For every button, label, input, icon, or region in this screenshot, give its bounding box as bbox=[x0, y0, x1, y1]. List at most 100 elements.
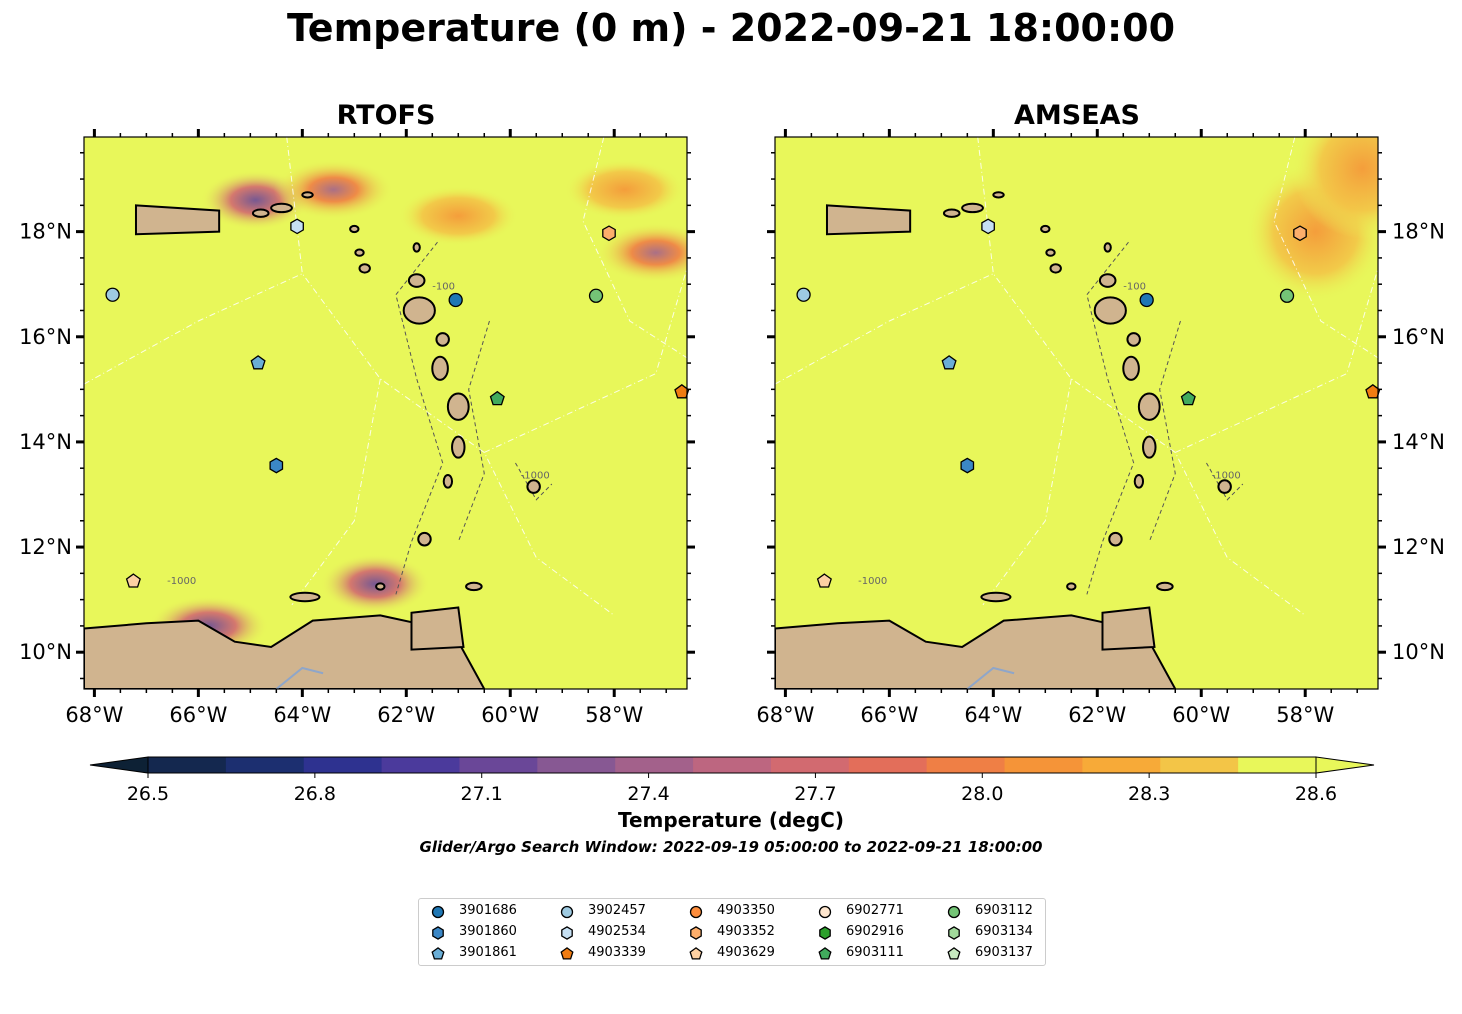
map-frame bbox=[774, 136, 1379, 690]
boundary-line bbox=[977, 137, 1306, 616]
colorbar-tick-label: 26.5 bbox=[127, 783, 169, 805]
land-island bbox=[1066, 582, 1077, 591]
colorbar-segment bbox=[1160, 757, 1239, 773]
float-marker-3902457 bbox=[105, 287, 120, 302]
float-marker-3902457 bbox=[796, 287, 811, 302]
legend-label: 4902534 bbox=[588, 924, 646, 939]
legend-marker bbox=[560, 905, 574, 919]
land-island bbox=[301, 191, 314, 199]
legend-marker bbox=[431, 905, 445, 919]
land-island bbox=[465, 581, 483, 592]
float-marker-4902534 bbox=[981, 218, 995, 235]
colorbar-segment bbox=[459, 757, 538, 773]
legend-label: 4903352 bbox=[717, 924, 775, 939]
colorbar-tick-label: 27.1 bbox=[461, 783, 503, 805]
legend-marker-icon bbox=[947, 947, 961, 960]
float-marker-6903112 bbox=[1279, 288, 1295, 303]
boundary-line bbox=[291, 378, 381, 606]
colorbar-tick-label: 27.4 bbox=[627, 783, 669, 805]
y-tick-label: 16°N bbox=[19, 325, 72, 349]
land-island bbox=[1217, 479, 1232, 494]
colorbar-tick-label: 28.0 bbox=[961, 783, 1003, 805]
land-island bbox=[1126, 332, 1141, 347]
land-island bbox=[1108, 531, 1123, 547]
colorbar-segment bbox=[381, 757, 460, 773]
colorbar-segment bbox=[1238, 757, 1317, 773]
y-tick-label: 14°N bbox=[19, 430, 72, 454]
map-frame bbox=[83, 136, 688, 690]
land-island bbox=[1137, 392, 1161, 421]
river bbox=[966, 666, 1015, 689]
boundary-line bbox=[286, 137, 615, 616]
legend-marker bbox=[948, 926, 960, 940]
temperature-anomaly bbox=[595, 222, 687, 283]
legend-marker-icon bbox=[431, 947, 445, 960]
search-window-note: Glider/Argo Search Window: 2022-09-19 05… bbox=[419, 838, 1043, 856]
legend-marker bbox=[431, 947, 445, 960]
colorbar-segment bbox=[926, 757, 1006, 773]
legend-marker bbox=[819, 926, 831, 940]
colorbar-segment bbox=[1082, 757, 1161, 773]
x-tick-label: 60°W bbox=[1172, 703, 1230, 727]
x-tick-label: 66°W bbox=[860, 703, 918, 727]
colorbar-label: Temperature (degC) bbox=[618, 808, 844, 832]
y-tick-label: 12°N bbox=[19, 535, 72, 559]
contour-label: -1000 bbox=[858, 576, 887, 587]
contour-label: -100 bbox=[432, 281, 455, 292]
temperature-anomaly bbox=[1292, 137, 1378, 239]
legend-label: 3902457 bbox=[588, 903, 646, 918]
temperature-anomaly bbox=[273, 159, 394, 220]
legend-label: 3901861 bbox=[459, 945, 517, 960]
y-tick-label: 18°N bbox=[19, 220, 72, 244]
land-island bbox=[1045, 248, 1056, 257]
bathymetry-contour bbox=[515, 462, 553, 501]
land-island bbox=[1093, 296, 1127, 325]
land-island bbox=[1142, 435, 1157, 459]
land-island bbox=[431, 355, 449, 381]
y-tick-label: 14°N bbox=[1392, 430, 1445, 454]
legend-marker bbox=[690, 926, 702, 940]
land-island bbox=[407, 273, 426, 288]
x-tick-label: 64°W bbox=[273, 703, 331, 727]
legend-label: 6903112 bbox=[975, 903, 1033, 918]
land-island bbox=[1133, 474, 1145, 489]
land-island bbox=[942, 208, 961, 218]
legend-marker-icon bbox=[690, 926, 702, 940]
colorbar-segment bbox=[1004, 757, 1083, 773]
bathymetry-contour bbox=[1206, 462, 1244, 501]
y-tick-label: 10°N bbox=[1392, 640, 1445, 664]
bathymetry-contour bbox=[1148, 320, 1181, 542]
legend-label: 6903134 bbox=[975, 924, 1033, 939]
land-island bbox=[412, 242, 421, 253]
land-island bbox=[442, 474, 454, 489]
land-island bbox=[435, 332, 450, 347]
land-island bbox=[358, 263, 371, 274]
colorbar-tick-label: 26.8 bbox=[294, 783, 336, 805]
legend-marker bbox=[818, 947, 832, 960]
boundary-line bbox=[1273, 137, 1378, 359]
temperature-anomaly bbox=[320, 553, 431, 614]
float-marker-3901861 bbox=[941, 355, 957, 370]
legend-label: 3901686 bbox=[459, 903, 517, 918]
colorbar-extend-high bbox=[1315, 756, 1375, 774]
contour-label: -1000 bbox=[521, 471, 550, 482]
float-marker-3901860 bbox=[960, 457, 975, 474]
colorbar-tick-label: 28.3 bbox=[1128, 783, 1170, 805]
land-island bbox=[1049, 263, 1062, 274]
legend-label: 6903111 bbox=[846, 945, 904, 960]
x-tick-label: 66°W bbox=[169, 703, 227, 727]
legend-marker bbox=[947, 905, 961, 919]
x-tick-label: 58°W bbox=[585, 703, 643, 727]
float-marker-6903111 bbox=[1180, 390, 1196, 406]
float-marker-6903112 bbox=[588, 288, 604, 303]
contour-label: -1000 bbox=[167, 576, 196, 587]
legend-marker-icon bbox=[561, 926, 573, 940]
legend-marker-icon bbox=[689, 947, 703, 960]
land-island bbox=[251, 208, 270, 218]
boundary-line bbox=[775, 273, 994, 385]
panel-title-rtofs: RTOFS bbox=[336, 100, 436, 131]
colorbar-segment bbox=[693, 757, 772, 773]
legend-marker bbox=[689, 947, 703, 960]
colorbar-segment bbox=[848, 757, 928, 773]
